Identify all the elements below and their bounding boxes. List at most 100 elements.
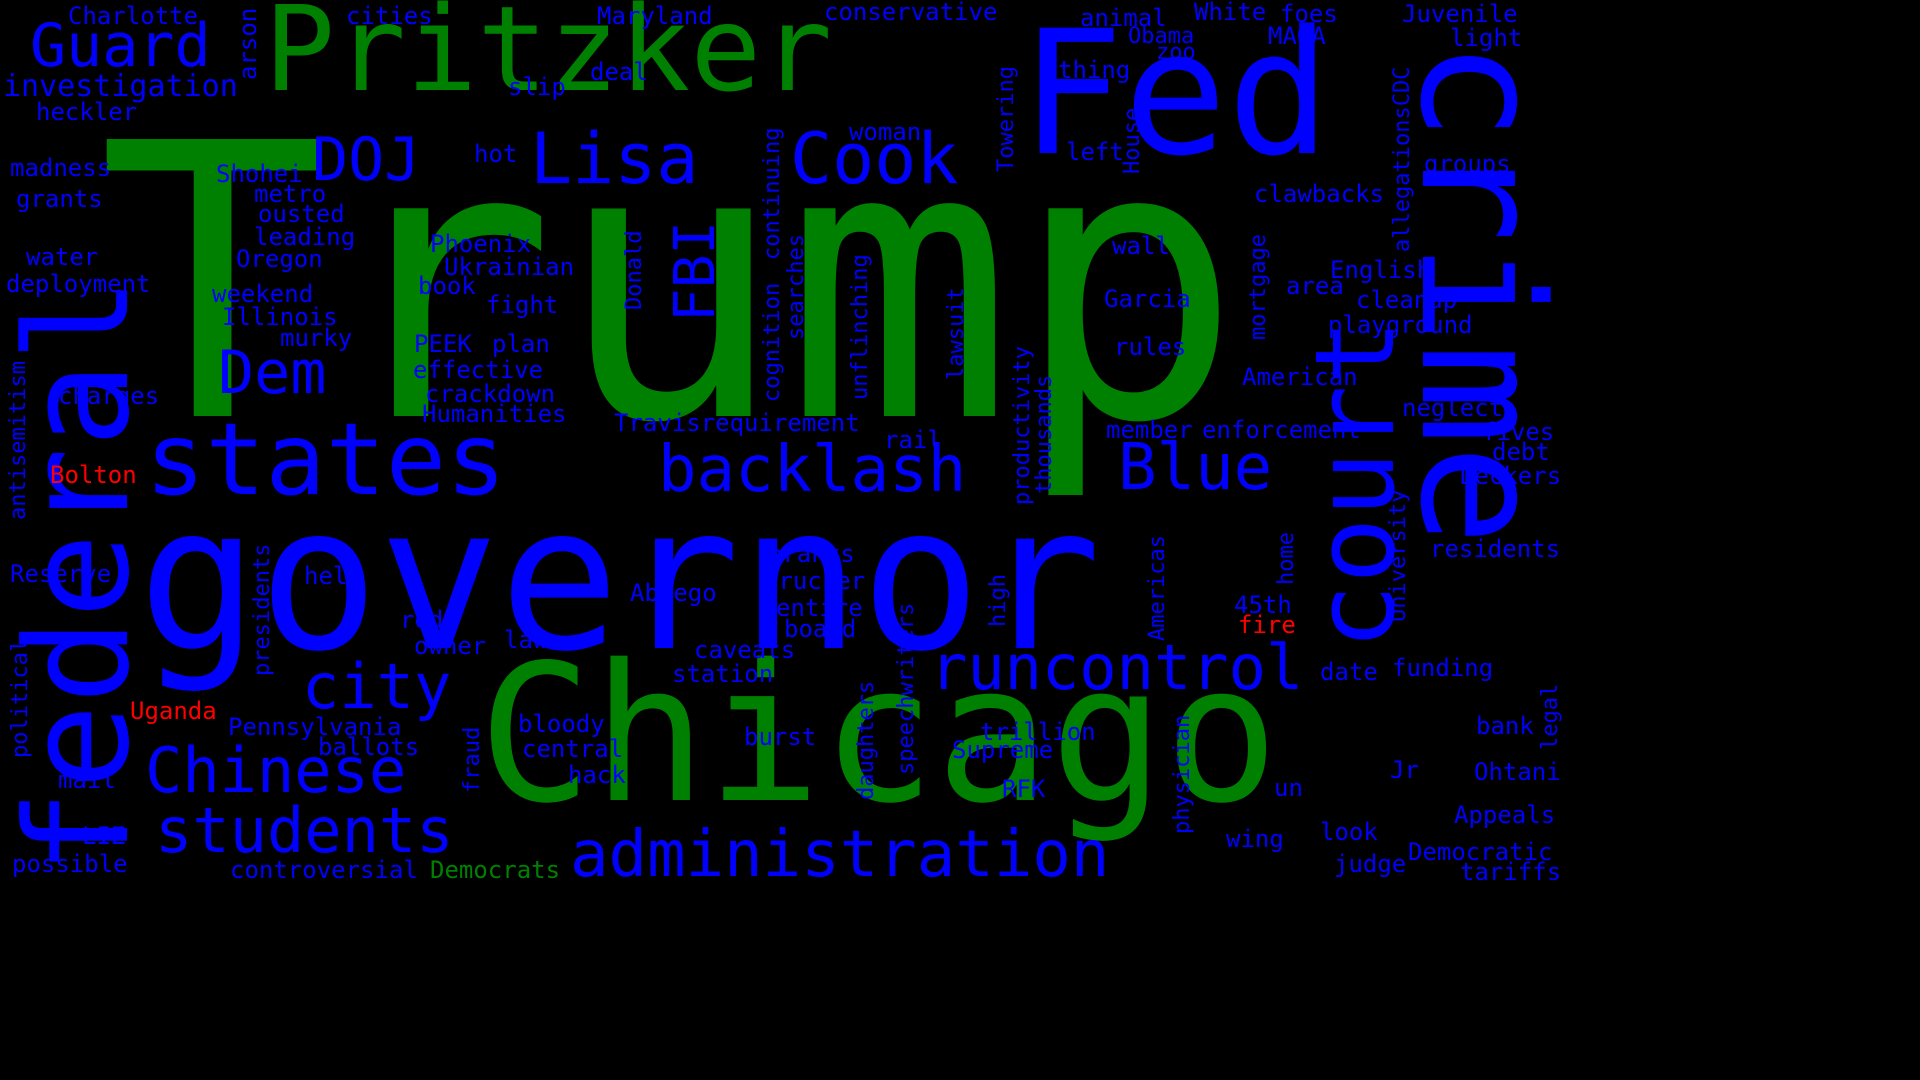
- word-daughters: daughters: [854, 680, 879, 800]
- word-liz: LIZ: [82, 822, 126, 850]
- word-slip: slip: [508, 73, 566, 101]
- word-wing: wing: [1226, 825, 1284, 853]
- word-groups: groups: [1424, 150, 1511, 178]
- word-book: book: [418, 272, 476, 300]
- word-ukrainian: Ukrainian: [444, 253, 575, 281]
- word-runcontrol: runcontrol: [930, 631, 1304, 704]
- word-water: water: [26, 243, 99, 271]
- word-students: students: [155, 794, 454, 867]
- word-zoo: zoo: [1156, 40, 1196, 65]
- word-bank: bank: [1476, 712, 1534, 740]
- word-antisemitism: antisemitism: [6, 361, 31, 520]
- word-help: help: [304, 562, 362, 590]
- word-hack: hack: [568, 761, 626, 789]
- word-home: home: [1274, 532, 1299, 585]
- word-physician: physician: [1170, 714, 1195, 834]
- word-appeals: Appeals: [1454, 801, 1556, 829]
- word-plan: plan: [492, 330, 550, 358]
- word-fbi: FBI: [663, 220, 728, 322]
- word-member: member: [1106, 416, 1193, 444]
- word-tariffs: tariffs: [1460, 858, 1562, 882]
- word-administration: administration: [570, 818, 1110, 882]
- word-conservative: conservative: [824, 0, 998, 26]
- word-pranks: pranks: [768, 540, 855, 568]
- word-fed: Fed: [1020, 0, 1331, 194]
- word-donald: Donald: [622, 230, 647, 310]
- word-burst: burst: [744, 723, 817, 751]
- word-chinese: Chinese: [145, 734, 407, 807]
- word-oregon: Oregon: [236, 245, 323, 273]
- word-deckers: Deckers: [1460, 462, 1562, 490]
- word-un: un: [1274, 774, 1303, 802]
- word-american: American: [1242, 363, 1358, 391]
- word-neglect: neglect: [1402, 394, 1504, 422]
- word-unflinching: unflinching: [848, 254, 873, 400]
- word-effective: effective: [413, 356, 544, 384]
- word-speechwriters: speechwriters: [894, 602, 919, 775]
- word-guard: Guard: [30, 11, 211, 81]
- word-trillion: trillion: [980, 718, 1096, 746]
- word-murky: murky: [280, 324, 353, 352]
- word-date: date: [1320, 658, 1378, 686]
- word-trump: Trump: [98, 63, 1242, 506]
- word-cities: cities: [346, 2, 433, 30]
- word-thing: thing: [1058, 56, 1131, 84]
- word-backlash: backlash: [658, 433, 967, 507]
- word-foes: foes: [1280, 0, 1338, 28]
- word-abrego: Abrego: [630, 579, 717, 607]
- word-animal: animal: [1080, 4, 1167, 32]
- word-ballots: ballots: [318, 733, 420, 761]
- word-clawbacks: clawbacks: [1254, 180, 1385, 208]
- word-arson: arson: [234, 7, 262, 80]
- word-illinois: Illinois: [222, 303, 338, 331]
- word-mortgage: mortgage: [1246, 234, 1271, 340]
- word-democratic: Democratic: [1408, 838, 1553, 866]
- word-english: English: [1330, 256, 1432, 284]
- word-humanities: Humanities: [422, 400, 567, 428]
- word-searches: searches: [784, 234, 809, 340]
- word-cleanup: cleanup: [1356, 286, 1458, 314]
- word-thousands: thousands: [1032, 374, 1057, 494]
- word-entire: entire: [776, 594, 863, 622]
- word-rail: rail: [884, 426, 942, 454]
- word-travisrequirement: Travisrequirement: [614, 409, 860, 437]
- word-juvenile: Juvenile: [1402, 0, 1518, 28]
- word-cloud: Trump governor Chicago Pritzker Fed crim…: [0, 0, 1568, 882]
- word-trucker: trucker: [764, 567, 866, 595]
- word-metro: metro: [254, 180, 327, 208]
- word-board: board: [784, 615, 857, 643]
- word-light: light: [1450, 24, 1523, 52]
- word-judge: judge: [1334, 850, 1407, 878]
- word-maga: MAGA: [1268, 22, 1326, 50]
- word-crackdown: crackdown: [425, 380, 556, 408]
- word-doj: DOJ: [312, 125, 421, 195]
- word-house: House: [1120, 107, 1145, 174]
- word-lisa: Lisa: [530, 118, 699, 200]
- word-caveats: caveats: [694, 636, 796, 664]
- word-possible: possible: [12, 850, 128, 878]
- word-lawsuit: lawsuit: [944, 287, 969, 380]
- word-rfk: RFK: [1002, 775, 1046, 803]
- word-cook: Cook: [790, 118, 959, 200]
- word-governor: governor: [138, 463, 1102, 696]
- word-left: left: [1066, 138, 1124, 166]
- word-deal: deal: [590, 58, 648, 86]
- word-fraud: fraud: [460, 726, 485, 793]
- word-white: White: [1194, 0, 1267, 26]
- word-funding: funding: [1392, 654, 1494, 682]
- word-ohtani: Ohtani: [1474, 758, 1561, 786]
- word-shohei: Shohei: [216, 160, 303, 188]
- word-area: area: [1286, 272, 1344, 300]
- word-allegationscdc: allegationsCDC: [1390, 66, 1415, 252]
- word-jr: Jr: [1390, 756, 1419, 784]
- word-pennsylvania: Pennsylvania: [228, 713, 402, 741]
- word-charges: charges: [58, 382, 160, 410]
- word-reserve: Reserve: [10, 560, 112, 588]
- word-central: central: [522, 735, 624, 763]
- word-presidents: presidents: [250, 543, 275, 676]
- word-fives: fives: [1482, 418, 1555, 446]
- word-pritzker: Pritzker: [264, 0, 833, 118]
- word-look: look: [1320, 818, 1378, 846]
- word-democrats: Democrats: [430, 856, 561, 882]
- word-continuing: continuing: [760, 127, 785, 260]
